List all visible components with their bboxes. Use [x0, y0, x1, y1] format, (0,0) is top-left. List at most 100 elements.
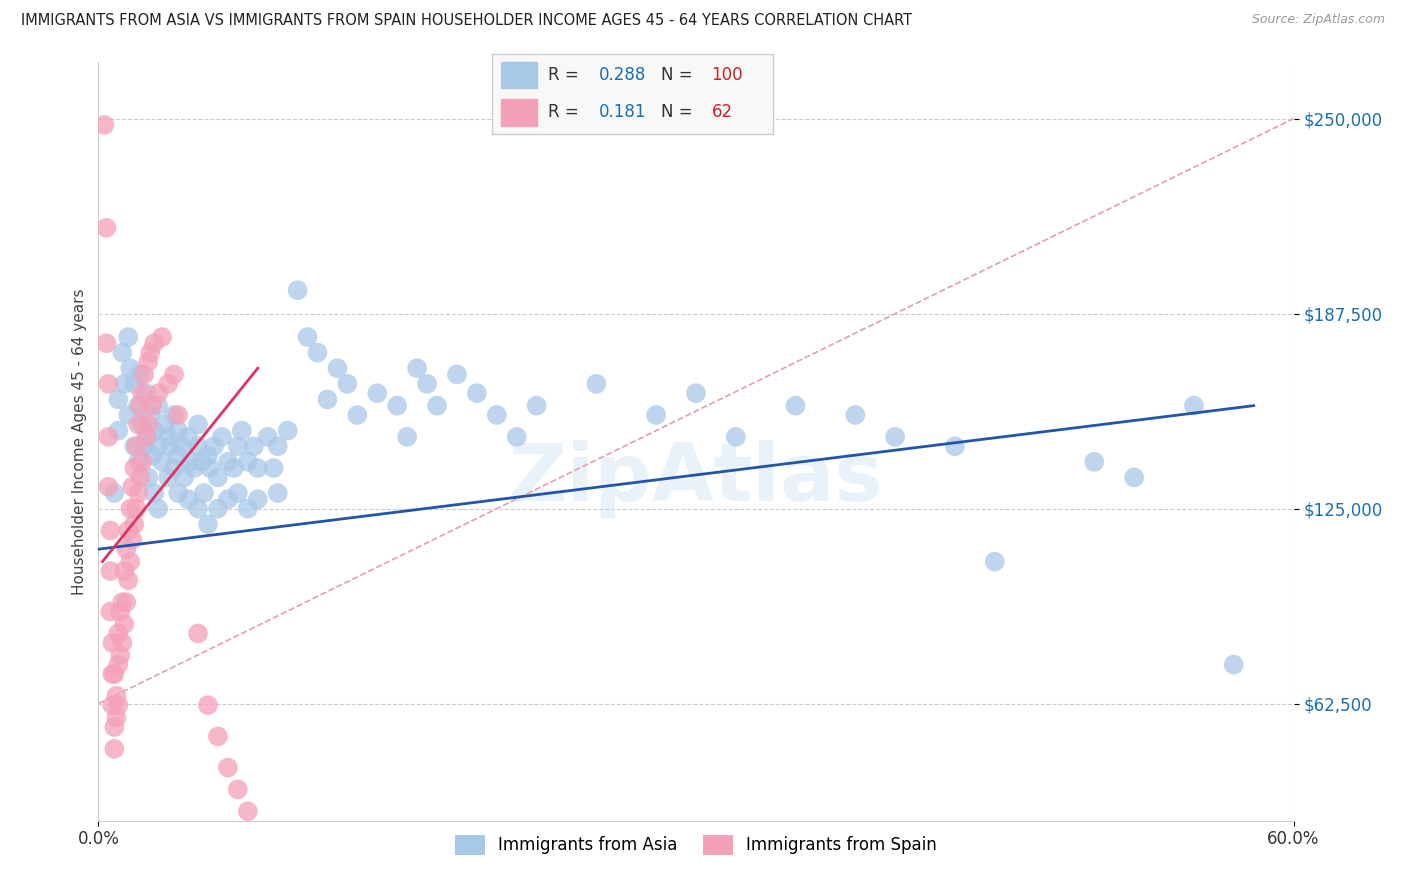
- Point: [105, 711, 128, 725]
- Point: [326, 361, 349, 376]
- Point: [336, 376, 359, 391]
- Point: [197, 517, 219, 532]
- Point: [526, 399, 548, 413]
- Point: [236, 455, 259, 469]
- Bar: [501, 99, 537, 126]
- Point: [136, 355, 159, 369]
- Point: [193, 486, 215, 500]
- Point: [724, 430, 747, 444]
- Point: [246, 492, 269, 507]
- Point: [103, 720, 125, 734]
- Point: [172, 439, 194, 453]
- Point: [346, 408, 368, 422]
- Point: [366, 386, 388, 401]
- Point: [129, 399, 152, 413]
- Point: [385, 399, 409, 413]
- Point: [217, 455, 239, 469]
- Point: [107, 626, 129, 640]
- Point: [124, 517, 146, 532]
- Point: [111, 636, 134, 650]
- Text: R =: R =: [548, 66, 585, 84]
- Point: [297, 330, 319, 344]
- Y-axis label: Householder Income Ages 45 - 64 years: Householder Income Ages 45 - 64 years: [72, 288, 87, 595]
- Legend: Immigrants from Asia, Immigrants from Spain: Immigrants from Asia, Immigrants from Sp…: [449, 828, 943, 862]
- Point: [685, 386, 707, 401]
- Point: [143, 336, 166, 351]
- Point: [148, 501, 170, 516]
- Point: [267, 439, 290, 453]
- Point: [110, 605, 132, 619]
- Point: [187, 626, 209, 640]
- Point: [236, 805, 259, 819]
- Point: [645, 408, 668, 422]
- Point: [135, 386, 157, 401]
- Point: [97, 480, 120, 494]
- Point: [148, 439, 170, 453]
- Point: [163, 368, 186, 382]
- Point: [111, 595, 134, 609]
- Point: [124, 461, 146, 475]
- Point: [287, 283, 309, 297]
- Point: [243, 439, 266, 453]
- Point: [506, 430, 529, 444]
- Point: [112, 617, 135, 632]
- Point: [222, 461, 245, 475]
- Point: [117, 330, 139, 344]
- Point: [1223, 657, 1246, 672]
- Point: [207, 470, 229, 484]
- Point: [141, 449, 163, 463]
- Point: [485, 408, 508, 422]
- Point: [131, 417, 153, 432]
- Point: [134, 368, 156, 382]
- Point: [120, 501, 142, 516]
- Text: ZipAtlas: ZipAtlas: [509, 441, 883, 518]
- Point: [207, 730, 229, 744]
- Point: [125, 501, 148, 516]
- Point: [167, 408, 190, 422]
- Point: [124, 439, 146, 453]
- Point: [256, 430, 278, 444]
- Point: [101, 636, 124, 650]
- Point: [107, 657, 129, 672]
- Point: [93, 118, 115, 132]
- Point: [117, 524, 139, 538]
- Text: N =: N =: [661, 66, 697, 84]
- Point: [121, 533, 143, 547]
- Point: [217, 492, 239, 507]
- Point: [884, 430, 907, 444]
- Text: Source: ZipAtlas.com: Source: ZipAtlas.com: [1251, 13, 1385, 27]
- Point: [97, 376, 120, 391]
- Point: [1123, 470, 1146, 484]
- Point: [107, 424, 129, 438]
- Point: [943, 439, 966, 453]
- Point: [157, 376, 180, 391]
- Point: [98, 524, 122, 538]
- Point: [202, 439, 225, 453]
- Point: [307, 345, 329, 359]
- Point: [207, 501, 229, 516]
- Point: [136, 430, 159, 444]
- Point: [167, 486, 190, 500]
- Point: [125, 439, 148, 453]
- Point: [187, 501, 209, 516]
- Point: [231, 424, 253, 438]
- Point: [179, 455, 201, 469]
- Point: [115, 542, 138, 557]
- Point: [177, 492, 200, 507]
- Point: [585, 376, 607, 391]
- Point: [157, 430, 180, 444]
- Point: [316, 392, 339, 407]
- Point: [1083, 455, 1105, 469]
- Point: [465, 386, 488, 401]
- Point: [396, 430, 419, 444]
- Point: [112, 376, 135, 391]
- Text: N =: N =: [661, 103, 697, 121]
- Point: [101, 698, 124, 713]
- Text: R =: R =: [548, 103, 585, 121]
- Point: [103, 486, 125, 500]
- Point: [107, 698, 129, 713]
- Point: [416, 376, 439, 391]
- Point: [226, 486, 249, 500]
- Point: [148, 399, 170, 413]
- Point: [129, 470, 152, 484]
